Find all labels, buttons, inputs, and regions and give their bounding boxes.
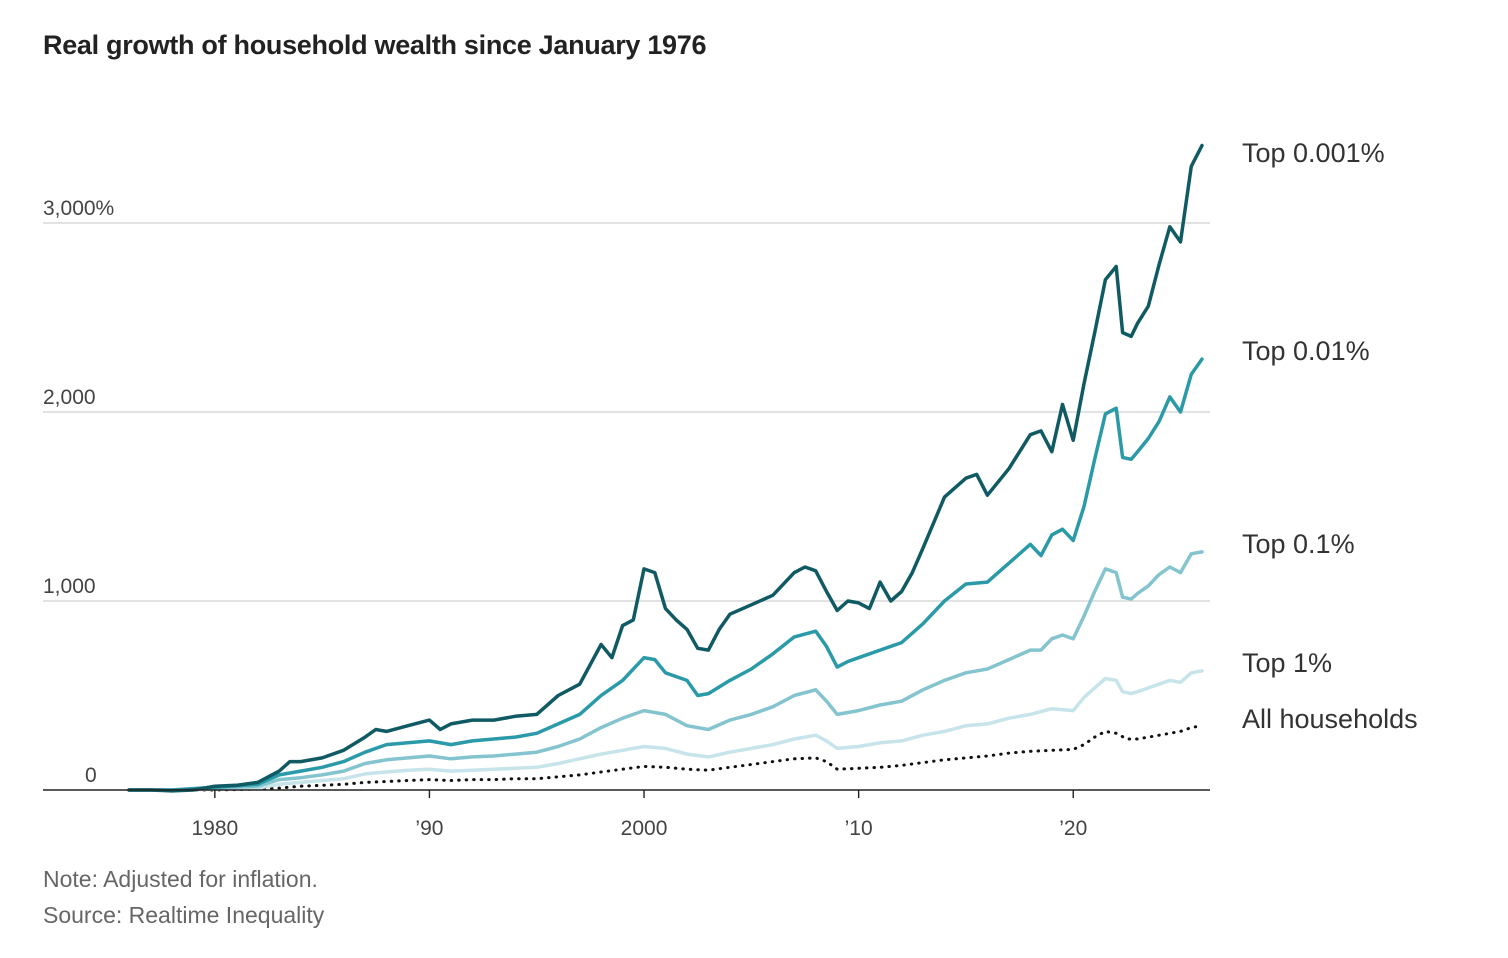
series-label: Top 0.1% <box>1242 529 1355 559</box>
line-chart: 0 1,000 2,000 3,000% 1980 ’90 2000 ’10 ’20 Top 0… <box>43 138 1418 840</box>
y-tick-label: 2,000 <box>43 386 96 409</box>
x-tick-label: ’10 <box>845 817 873 840</box>
series-line <box>127 669 1204 792</box>
y-tick-label: 1,000 <box>43 575 96 598</box>
y-tick-label: 3,000% <box>43 197 114 220</box>
x-tick-label: 2000 <box>621 817 668 840</box>
series-line <box>127 357 1204 792</box>
x-tick-label: ’20 <box>1059 817 1087 840</box>
chart-title: Real growth of household wealth since Ja… <box>43 30 707 60</box>
y-tick-label: 0 <box>85 764 97 787</box>
series-line <box>127 550 1204 792</box>
series-line <box>127 724 1204 792</box>
series-label: Top 1% <box>1242 648 1332 678</box>
series-line <box>127 143 1204 793</box>
series-label: All households <box>1242 704 1418 734</box>
x-tick-label: 1980 <box>191 817 238 840</box>
note-text: Note: Adjusted for inflation. <box>43 866 318 892</box>
series-label: Top 0.001% <box>1242 138 1385 168</box>
series-label: Top 0.01% <box>1242 336 1370 366</box>
axes: 0 1,000 2,000 3,000% 1980 ’90 2000 ’10 ’20 <box>43 197 1210 840</box>
x-tick-label: ’90 <box>415 817 443 840</box>
series-labels: Top 0.001% Top 0.01% Top 0.1% Top 1% All hou… <box>1242 138 1418 734</box>
series-lines <box>127 143 1204 793</box>
source-text: Source: Realtime Inequality <box>43 902 325 928</box>
gridlines <box>43 222 1210 602</box>
